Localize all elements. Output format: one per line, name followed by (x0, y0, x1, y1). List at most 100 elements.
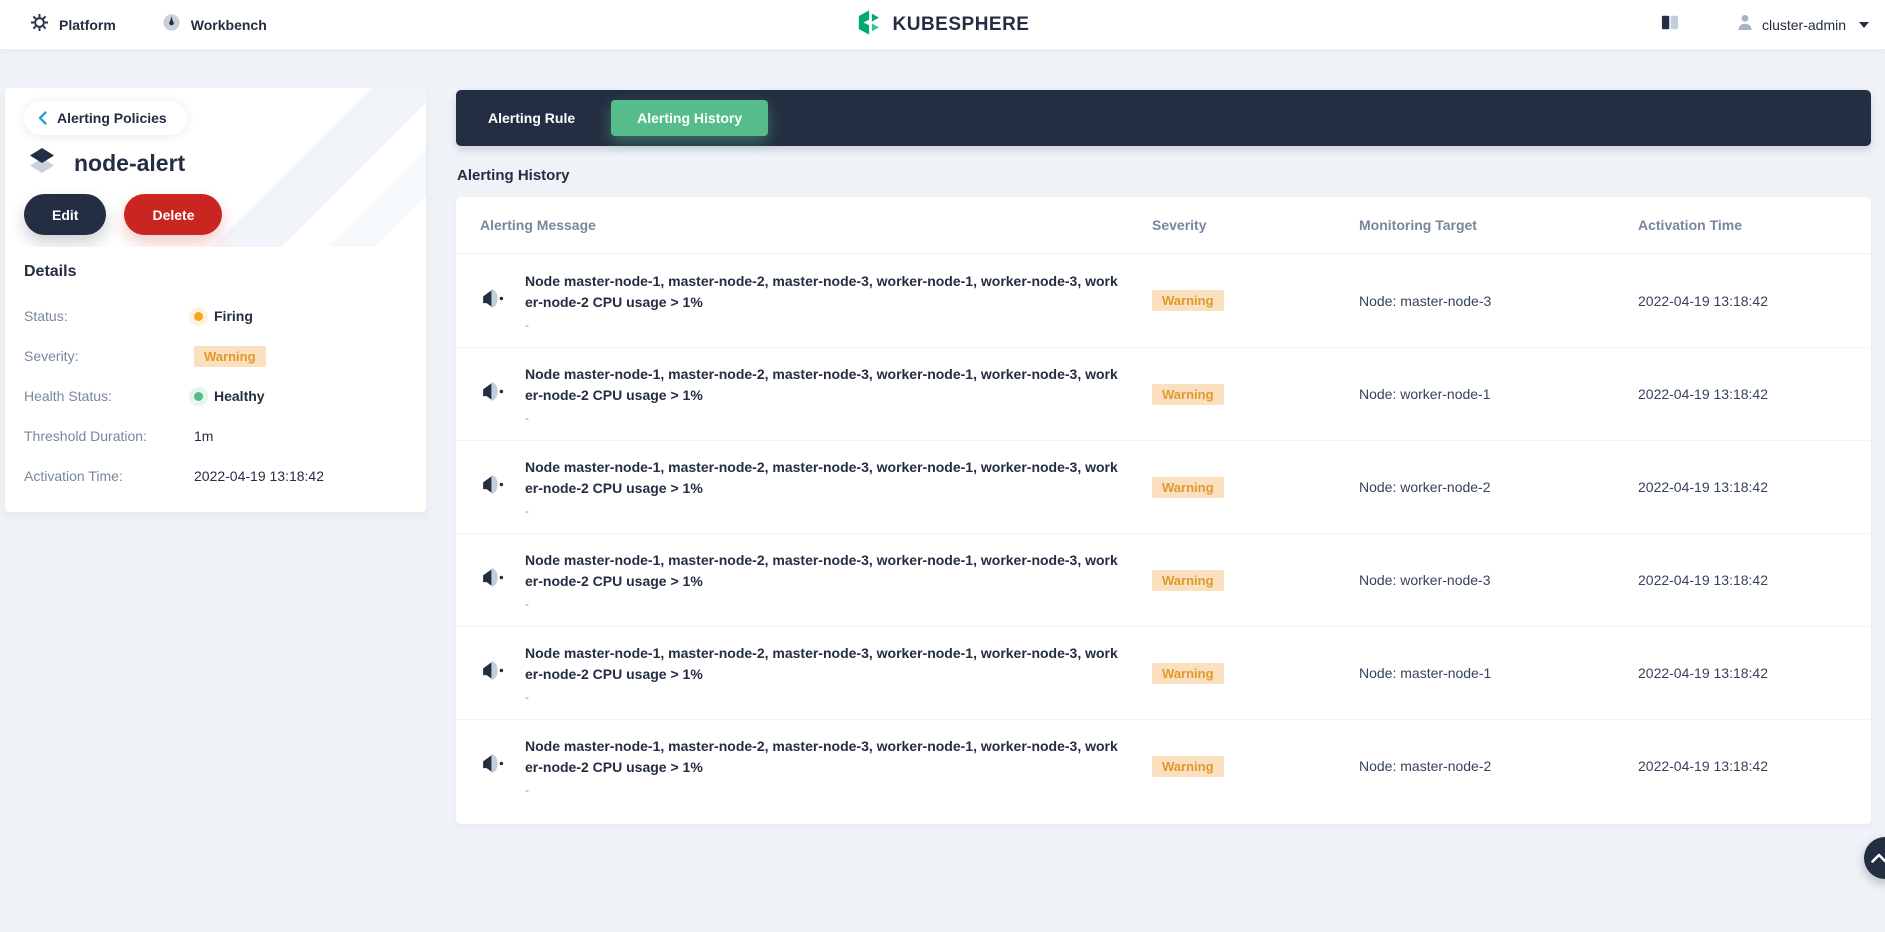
message-cell: Node master-node-1, master-node-2, maste… (480, 457, 1152, 517)
table-row: Node master-node-1, master-node-2, maste… (456, 719, 1871, 812)
back-label: Alerting Policies (57, 110, 167, 126)
docs-icon[interactable] (1661, 15, 1679, 35)
platform-menu[interactable]: Platform (30, 13, 116, 37)
alert-sub: - (525, 783, 529, 797)
user-icon (1737, 14, 1753, 36)
message-body: Node master-node-1, master-node-2, maste… (525, 457, 1125, 517)
tab-alerting-rule[interactable]: Alerting Rule (488, 110, 576, 126)
alert-message: Node master-node-1, master-node-2, maste… (525, 645, 1118, 682)
gear-icon (30, 13, 49, 37)
detail-value: Healthy (194, 388, 265, 404)
tab-alerting-history[interactable]: Alerting History (611, 100, 769, 136)
detail-row: Severity: Warning (24, 345, 407, 367)
alert-sub: - (525, 690, 529, 704)
detail-value: Firing (194, 308, 253, 324)
policy-title: node-alert (74, 149, 186, 176)
table-row: Node master-node-1, master-node-2, maste… (456, 626, 1871, 719)
monitoring-target: Node: master-node-2 (1359, 758, 1492, 774)
edit-button[interactable]: Edit (24, 194, 107, 235)
severity-cell: Warning (1152, 290, 1359, 311)
table-row: Node master-node-1, master-node-2, maste… (456, 254, 1871, 347)
activation-time: 2022-04-19 13:18:42 (1638, 386, 1768, 402)
back-to-top-button[interactable] (1864, 837, 1885, 879)
chevron-left-icon (38, 111, 47, 125)
workbench-label: Workbench (190, 16, 267, 33)
message-cell: Node master-node-1, master-node-2, maste… (480, 550, 1152, 610)
severity-badge: Warning (1152, 383, 1224, 405)
details-list: Status: Firing Severity: Warning Health Stat… (24, 305, 407, 487)
activation-time: 2022-04-19 13:18:42 (1638, 292, 1768, 309)
detail-label: Threshold Duration: (24, 428, 147, 444)
monitoring-target: Node: master-node-3 (1359, 292, 1492, 309)
user-menu[interactable]: cluster-admin (1737, 14, 1869, 36)
detail-value: Warning (194, 345, 266, 367)
section-title: Alerting History (457, 167, 570, 184)
alert-message: Node master-node-1, master-node-2, maste… (525, 738, 1118, 775)
detail-label: Status: (24, 308, 68, 324)
col-activation-time: Activation Time (1638, 217, 1742, 233)
severity-badge: Warning (1152, 569, 1224, 591)
status-dot-icon (194, 391, 203, 401)
kubesphere-logo[interactable]: KUBESPHERE (856, 8, 1030, 42)
col-alerting-message: Alerting Message (480, 217, 596, 233)
megaphone-icon (480, 285, 507, 317)
detail-label: Activation Time: (24, 468, 123, 484)
delete-button[interactable]: Delete (124, 194, 223, 235)
activation-time: 2022-04-19 13:18:42 (1638, 758, 1768, 774)
activation-time: 2022-04-19 13:18:42 (1638, 572, 1768, 588)
logo-text: KUBESPHERE (892, 13, 1030, 35)
details-title: Details (24, 263, 77, 280)
workbench-menu[interactable]: Workbench (162, 13, 267, 37)
alert-policy-icon (24, 144, 60, 183)
alert-message: Node master-node-1, master-node-2, maste… (525, 552, 1118, 589)
alert-sub: - (525, 597, 529, 611)
severity-cell: Warning (1152, 383, 1359, 405)
policy-card-header: Alerting Policies node-alert Edit Delete (5, 88, 426, 247)
message-cell: Node master-node-1, master-node-2, maste… (480, 736, 1152, 796)
message-body: Node master-node-1, master-node-2, maste… (525, 271, 1125, 331)
col-severity: Severity (1152, 217, 1207, 233)
detail-value: 1m (194, 428, 214, 444)
kubesphere-logo-icon (856, 8, 884, 42)
tab-bar: Alerting Rule Alerting History (456, 90, 1871, 146)
detail-row: Threshold Duration: 1m (24, 425, 407, 447)
severity-badge: Warning (1152, 290, 1224, 311)
alerting-history-table: Alerting Message Severity Monitoring Tar… (456, 197, 1871, 824)
table-body: Node master-node-1, master-node-2, maste… (456, 254, 1871, 812)
status-dot-icon (194, 311, 203, 321)
megaphone-icon (480, 750, 507, 782)
message-cell: Node master-node-1, master-node-2, maste… (480, 364, 1152, 424)
username: cluster-admin (1761, 16, 1846, 33)
severity-cell: Warning (1152, 476, 1359, 498)
top-navbar: Platform Workbench KUBESPHERE cluster-ad… (0, 0, 1885, 50)
detail-value: 2022-04-19 13:18:42 (194, 468, 324, 484)
alert-sub: - (525, 504, 529, 518)
activation-time: 2022-04-19 13:18:42 (1638, 665, 1768, 681)
col-monitoring-target: Monitoring Target (1359, 217, 1477, 233)
detail-label: Health Status: (24, 388, 112, 404)
alert-message: Node master-node-1, master-node-2, maste… (525, 366, 1118, 403)
table-row: Node master-node-1, master-node-2, maste… (456, 440, 1871, 533)
details-section: Details Status: Firing Severity: Warning Hea… (5, 247, 426, 513)
policy-actions: Edit Delete (24, 194, 407, 235)
megaphone-icon (480, 657, 507, 689)
chevron-down-icon (1859, 21, 1869, 28)
alert-message: Node master-node-1, master-node-2, maste… (525, 459, 1118, 496)
severity-badge: Warning (1152, 662, 1224, 684)
message-body: Node master-node-1, master-node-2, maste… (525, 364, 1125, 424)
detail-label: Severity: (24, 348, 79, 364)
severity-badge: Warning (1152, 755, 1224, 777)
message-cell: Node master-node-1, master-node-2, maste… (480, 643, 1152, 703)
alert-sub: - (525, 411, 529, 425)
policy-title-row: node-alert (24, 143, 407, 183)
table-row: Node master-node-1, master-node-2, maste… (456, 347, 1871, 440)
monitoring-target: Node: worker-node-1 (1359, 386, 1491, 402)
activation-time: 2022-04-19 13:18:42 (1638, 479, 1768, 495)
severity-cell: Warning (1152, 569, 1359, 591)
detail-row: Activation Time: 2022-04-19 13:18:42 (24, 465, 407, 487)
back-to-alerting-policies[interactable]: Alerting Policies (24, 101, 187, 135)
navbar-right: cluster-admin (1661, 14, 1869, 36)
megaphone-icon (480, 564, 507, 596)
dashboard-icon (162, 13, 181, 37)
detail-row: Health Status: Healthy (24, 385, 407, 407)
